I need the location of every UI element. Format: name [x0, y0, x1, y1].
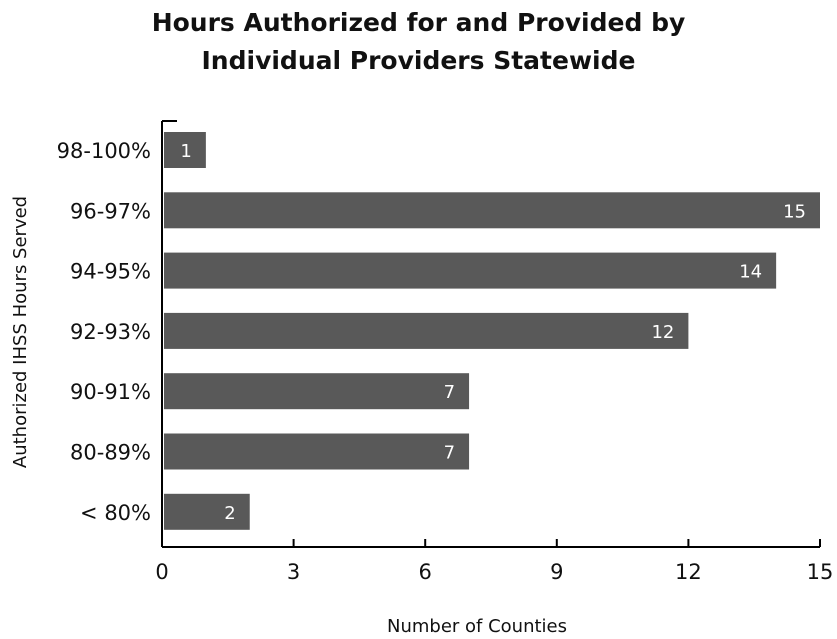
category-label-4: 90-91%: [70, 380, 151, 404]
bar-value-label-0: 1: [180, 141, 191, 162]
x-tick-label-5: 15: [807, 560, 834, 584]
bar-value-label-5: 7: [444, 443, 455, 464]
bar-value-label-6: 2: [224, 503, 235, 524]
bar-0: [164, 132, 206, 168]
category-label-3: 92-93%: [70, 320, 151, 344]
bar-1: [164, 192, 820, 229]
x-tick-label-2: 6: [419, 560, 432, 584]
category-label-6: < 80%: [80, 501, 151, 525]
bar-4: [164, 373, 470, 410]
x-axis-title: Number of Counties: [387, 616, 567, 637]
value-labels-group: 1 15 14 12 7 7 2: [180, 141, 806, 524]
bar-5: [164, 433, 470, 470]
chart-title: Hours Authorized for and Provided by Ind…: [0, 4, 837, 80]
x-tick-labels-group: 0 3 6 9 12 15: [155, 560, 833, 584]
bar-3: [164, 312, 689, 349]
bar-value-label-3: 12: [651, 322, 674, 343]
category-labels-group: 98-100% 96-97% 94-95% 92-93% 90-91% 80-89% < 8…: [57, 139, 151, 525]
x-tick-label-1: 3: [287, 560, 300, 584]
axes-group: [161, 120, 821, 548]
category-label-1: 96-97%: [70, 199, 151, 223]
bars-group: [164, 132, 820, 530]
x-tick-label-0: 0: [155, 560, 168, 584]
category-label-0: 98-100%: [57, 139, 151, 163]
bar-value-label-4: 7: [444, 382, 455, 403]
x-tick-label-4: 12: [675, 560, 702, 584]
category-label-2: 94-95%: [70, 260, 151, 284]
bar-value-label-1: 15: [783, 201, 806, 222]
bar-6: [164, 493, 250, 530]
bar-2: [164, 252, 777, 289]
chart-title-line-1: Hours Authorized for and Provided by: [151, 8, 686, 37]
category-label-5: 80-89%: [70, 441, 151, 465]
x-tick-label-3: 9: [550, 560, 563, 584]
chart-title-line-2: Individual Providers Statewide: [201, 46, 636, 75]
bar-value-label-2: 14: [739, 262, 762, 283]
y-axis-title: Authorized IHSS Hours Served: [10, 196, 31, 468]
